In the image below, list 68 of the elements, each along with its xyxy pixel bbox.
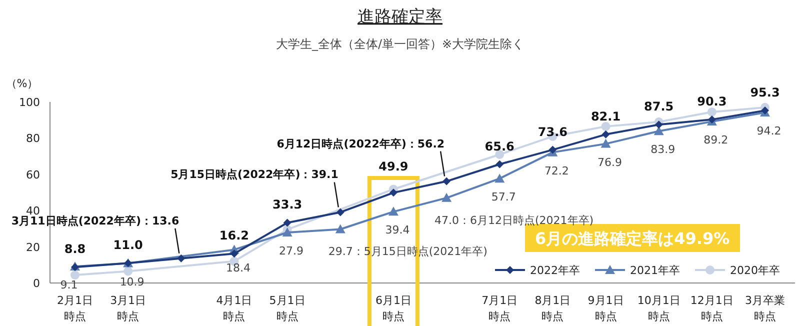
- point: [70, 270, 80, 280]
- data-label: 27.9: [279, 244, 304, 258]
- point: [282, 228, 292, 236]
- data-label: 95.3: [750, 86, 780, 100]
- y-tick-label: 0: [33, 277, 40, 290]
- y-axis-title: （%）: [6, 77, 38, 90]
- point: [707, 107, 716, 116]
- point: [177, 254, 186, 262]
- x-tick-label: 4月1日時点: [215, 293, 254, 325]
- y-tick-label: 100: [19, 96, 40, 109]
- legend-label: 2020年卒: [730, 264, 780, 277]
- point: [283, 218, 292, 227]
- data-label: 6月12日時点(2022年卒)：56.2: [276, 137, 445, 150]
- data-label: 76.9: [598, 156, 622, 169]
- data-label: 47.0：6月12日時点(2021年卒): [434, 214, 594, 227]
- point: [654, 126, 664, 136]
- data-label: 89.2: [704, 134, 728, 147]
- point: [124, 266, 133, 276]
- legend-label: 2022年卒: [530, 264, 580, 277]
- x-tick-label: 7月1日時点: [480, 293, 519, 325]
- data-label: 18.4: [226, 262, 250, 275]
- point: [654, 120, 663, 129]
- x-tick-label: 5月1日時点: [268, 293, 306, 325]
- point: [600, 138, 611, 148]
- x-tick-label: 3月1日時点: [109, 293, 148, 325]
- data-label: 16.2: [219, 228, 250, 243]
- y-tick-label: 20: [26, 240, 40, 254]
- point: [601, 122, 610, 131]
- point: [442, 177, 451, 186]
- point: [230, 250, 238, 258]
- data-label: 90.3: [697, 94, 727, 109]
- x-tick-label: 9月1日時点: [586, 293, 625, 325]
- point: [335, 224, 346, 234]
- x-tick-label: 3月卒業時点: [744, 293, 786, 325]
- data-label: 49.9: [378, 160, 408, 174]
- data-label: 11.0: [113, 238, 143, 252]
- data-label: 39.4: [385, 224, 410, 237]
- point: [494, 174, 505, 183]
- data-label: 33.3: [272, 198, 302, 212]
- chart-subtitle: 大学生_全体（全体/単一回答）※大学院生除く: [276, 37, 524, 51]
- annotation: 6月の進路確定率は49.9%: [535, 229, 730, 248]
- point: [496, 160, 504, 168]
- y-tick-label: 80: [26, 132, 40, 146]
- legend-label: 2021年卒: [630, 264, 680, 277]
- data-label: 5月15日時点(2022年卒)：39.1: [170, 168, 338, 182]
- data-label: 57.7: [491, 190, 516, 204]
- x-tick-label: 12月1日時点: [689, 293, 734, 325]
- y-tick-label: 60: [26, 168, 40, 182]
- data-label: 72.2: [544, 164, 569, 178]
- data-label: 3月11日時点(2022年卒)：13.6: [11, 214, 180, 228]
- data-label: 8.8: [64, 242, 86, 256]
- point: [336, 208, 344, 216]
- chart-title: 進路確定率: [358, 7, 442, 27]
- x-tick-label: 2月1日時点: [56, 293, 94, 325]
- x-tick-label: 6月1日時点: [374, 293, 412, 325]
- point: [389, 188, 398, 197]
- data-label: 65.6: [484, 139, 514, 154]
- x-tick-label: 8月1日時点: [534, 293, 572, 325]
- point: [602, 130, 610, 138]
- point: [442, 192, 452, 202]
- data-label: 87.5: [644, 100, 674, 114]
- data-label: 94.2: [756, 124, 782, 138]
- data-label: 73.6: [538, 124, 568, 139]
- x-tick-label: 10月1日時点: [636, 293, 682, 325]
- point: [388, 206, 398, 216]
- point: [548, 146, 557, 154]
- data-label: 82.1: [590, 109, 621, 124]
- data-label: 83.9: [650, 143, 676, 156]
